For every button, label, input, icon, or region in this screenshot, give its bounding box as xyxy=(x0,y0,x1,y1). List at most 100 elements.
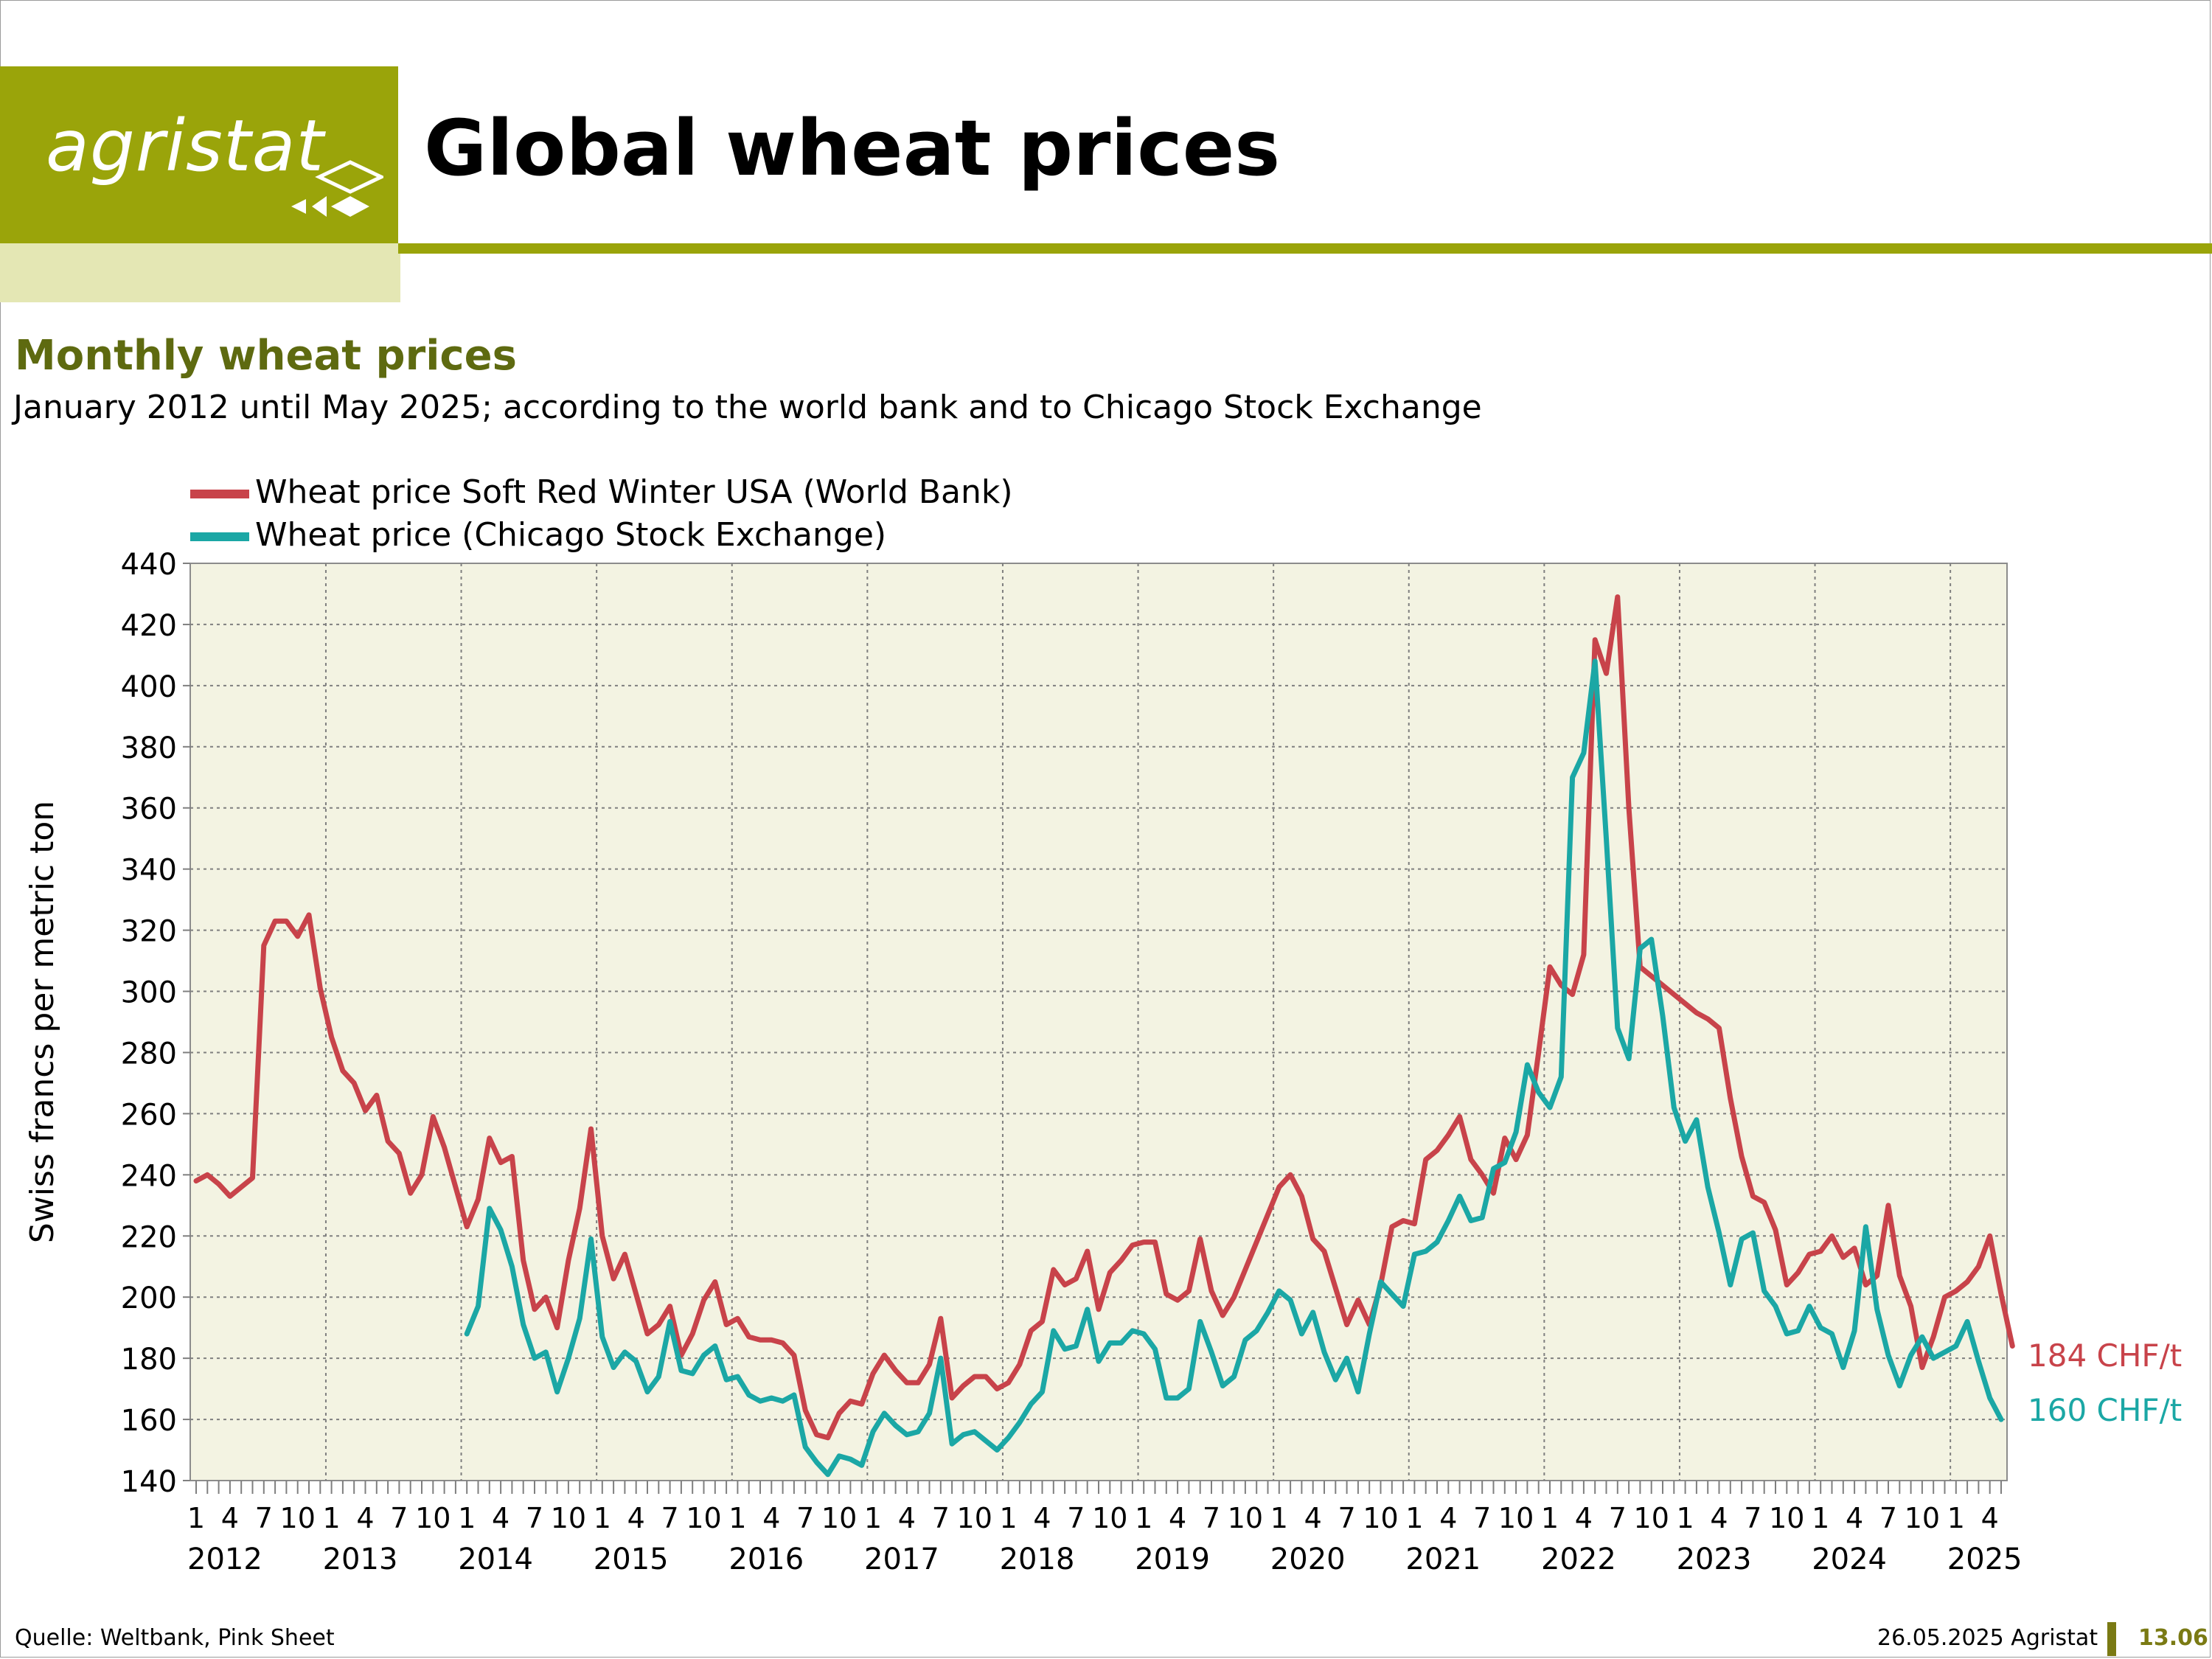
y-tick-label: 160 xyxy=(121,1404,177,1438)
x-month-label: 7 xyxy=(1067,1502,1085,1534)
y-tick-label: 400 xyxy=(121,670,177,704)
footer-divider xyxy=(2107,1622,2116,1656)
x-year-label: 2024 xyxy=(1812,1543,1887,1576)
x-month-label: 10 xyxy=(280,1502,316,1534)
x-month-label: 1 xyxy=(458,1502,476,1534)
y-tick-label: 200 xyxy=(121,1281,177,1315)
y-tick-label: 140 xyxy=(121,1465,177,1499)
x-month-label: 4 xyxy=(627,1502,645,1534)
x-month-label: 7 xyxy=(1609,1502,1627,1534)
x-year-label: 2014 xyxy=(458,1543,533,1576)
x-year-label: 2018 xyxy=(1000,1543,1075,1576)
x-year-label: 2022 xyxy=(1541,1543,1616,1576)
x-month-label: 10 xyxy=(551,1502,586,1534)
y-tick-label: 180 xyxy=(121,1343,177,1377)
x-month-label: 7 xyxy=(255,1502,273,1534)
agristat-logo-text: agristat xyxy=(46,105,325,187)
x-month-label: 1 xyxy=(728,1502,746,1534)
x-month-label: 1 xyxy=(1405,1502,1423,1534)
y-tick-label: 260 xyxy=(121,1098,177,1132)
x-month-label: 4 xyxy=(1846,1502,1863,1534)
x-month-label: 4 xyxy=(492,1502,509,1534)
plot-area xyxy=(189,563,2008,1481)
x-month-label: 7 xyxy=(390,1502,408,1534)
x-month-label: 4 xyxy=(356,1502,374,1534)
chart-title: Monthly wheat prices xyxy=(15,332,517,380)
x-month-label: 4 xyxy=(1169,1502,1186,1534)
x-month-label: 10 xyxy=(821,1502,857,1534)
x-month-label: 7 xyxy=(1744,1502,1761,1534)
x-month-label: 4 xyxy=(1981,1502,1999,1534)
y-tick-label: 240 xyxy=(121,1159,177,1193)
x-year-label: 2015 xyxy=(594,1543,669,1576)
y-tick-label: 380 xyxy=(121,731,177,765)
x-month-label: 1 xyxy=(594,1502,611,1534)
header-rule xyxy=(398,243,2212,254)
x-month-label: 7 xyxy=(526,1502,543,1534)
x-year-label: 2020 xyxy=(1270,1543,1346,1576)
x-month-label: 4 xyxy=(898,1502,916,1534)
legend-label-chicago: Wheat price (Chicago Stock Exchange) xyxy=(255,516,887,554)
x-year-label: 2019 xyxy=(1135,1543,1210,1576)
logo-box xyxy=(0,66,398,243)
x-month-label: 10 xyxy=(415,1502,451,1534)
y-axis-label: Swiss francs per metric ton xyxy=(24,801,61,1243)
x-month-label: 7 xyxy=(796,1502,814,1534)
x-month-label: 10 xyxy=(1769,1502,1804,1534)
logo-underlay xyxy=(0,243,400,302)
x-year-label: 2016 xyxy=(728,1543,804,1576)
x-month-label: 1 xyxy=(1947,1502,1965,1534)
legend-label-world-bank: Wheat price Soft Red Winter USA (World B… xyxy=(255,473,1013,511)
legend-swatch-world-bank xyxy=(190,490,249,498)
x-year-label: 2017 xyxy=(864,1543,939,1576)
x-month-label: 4 xyxy=(1304,1502,1322,1534)
x-month-label: 1 xyxy=(864,1502,882,1534)
legend-swatch-chicago xyxy=(190,532,249,541)
y-tick-label: 360 xyxy=(121,793,177,827)
y-tick-label: 220 xyxy=(121,1220,177,1254)
chart-subtitle: January 2012 until May 2025; according t… xyxy=(13,389,1482,426)
y-tick-label: 280 xyxy=(121,1037,177,1071)
x-month-label: 10 xyxy=(1092,1502,1127,1534)
x-month-label: 4 xyxy=(1710,1502,1728,1534)
x-year-label: 2025 xyxy=(1947,1543,2023,1576)
series-end-label-0: 184 CHF/t xyxy=(2028,1338,2182,1374)
agristat-logo-mark-icon xyxy=(291,160,383,217)
x-month-label: 7 xyxy=(661,1502,679,1534)
series-line-1 xyxy=(464,658,2004,1478)
footer-date: 26.05.2025 Agristat xyxy=(1877,1625,2098,1651)
x-month-label: 4 xyxy=(1439,1502,1457,1534)
x-year-label: 2012 xyxy=(187,1543,262,1576)
series-line-0 xyxy=(193,594,2015,1441)
x-month-label: 10 xyxy=(1228,1502,1263,1534)
footer-page-number: 13.06 xyxy=(2138,1625,2208,1651)
page-title: Global wheat prices xyxy=(424,103,1281,193)
y-tick-label: 340 xyxy=(121,854,177,888)
x-month-label: 1 xyxy=(187,1502,205,1534)
x-month-label: 7 xyxy=(1203,1502,1220,1534)
x-year-label: 2013 xyxy=(323,1543,398,1576)
x-month-label: 7 xyxy=(1338,1502,1356,1534)
x-year-label: 2021 xyxy=(1405,1543,1481,1576)
x-month-label: 1 xyxy=(1812,1502,1829,1534)
x-month-label: 4 xyxy=(1575,1502,1593,1534)
x-month-label: 1 xyxy=(1541,1502,1559,1534)
x-month-label: 4 xyxy=(1033,1502,1051,1534)
x-month-label: 10 xyxy=(1498,1502,1534,1534)
x-month-label: 10 xyxy=(1363,1502,1398,1534)
x-month-label: 4 xyxy=(762,1502,780,1534)
x-month-label: 10 xyxy=(1905,1502,1940,1534)
x-year-label: 2023 xyxy=(1677,1543,1752,1576)
x-month-label: 1 xyxy=(1000,1502,1018,1534)
series-end-label-1: 160 CHF/t xyxy=(2028,1392,2182,1428)
x-month-label: 1 xyxy=(1270,1502,1288,1534)
x-month-label: 7 xyxy=(932,1502,950,1534)
x-month-label: 1 xyxy=(1135,1502,1152,1534)
x-month-label: 10 xyxy=(686,1502,721,1534)
x-month-label: 1 xyxy=(323,1502,341,1534)
footer-source: Quelle: Weltbank, Pink Sheet xyxy=(15,1625,335,1651)
x-month-label: 4 xyxy=(221,1502,239,1534)
x-month-label: 7 xyxy=(1879,1502,1897,1534)
